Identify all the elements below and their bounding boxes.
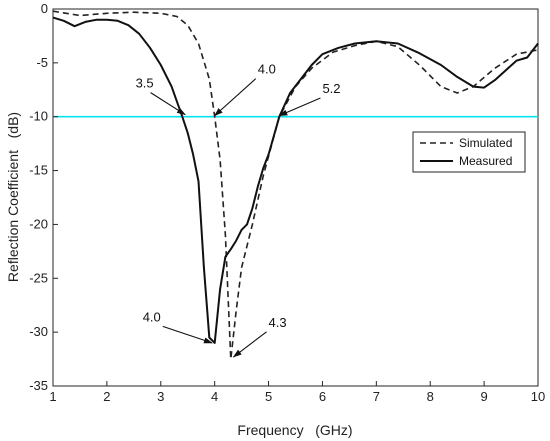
- y-axis: 0 -5 -10 -15 -20 -25 -30 -35: [29, 1, 58, 393]
- x-tick-label: 5: [265, 389, 272, 404]
- x-tick-label: 3: [157, 389, 164, 404]
- annotation-arrow: [213, 78, 257, 117]
- annotation-arrow: [278, 97, 321, 117]
- y-tick-label: -30: [29, 324, 48, 339]
- x-tick-label: 8: [427, 389, 434, 404]
- annotation-arrow: [232, 331, 267, 358]
- series-line-measured: [52, 16, 539, 344]
- x-axis: 1 2 3 4 5 6 7 8 9 10: [49, 381, 545, 404]
- x-axis-title: Frequency (GHz): [237, 422, 352, 438]
- x-tick-label: 9: [480, 389, 487, 404]
- y-tick-label: 0: [41, 1, 48, 16]
- plot-area: [52, 8, 539, 387]
- y-tick-label: -20: [29, 216, 48, 231]
- y-axis-title: Reflection Coefficient (dB): [5, 112, 21, 282]
- x-tick-label: 6: [319, 389, 326, 404]
- legend-box: [412, 131, 526, 173]
- annotation-arrow: [150, 92, 186, 116]
- annotation-arrow: [162, 325, 213, 344]
- y-tick-label: -15: [29, 163, 48, 178]
- series-line-simulated: [52, 10, 539, 360]
- x-tick-label: 4: [211, 389, 218, 404]
- annotations: 3.5 4.0 5.2 4.0 4.3: [136, 62, 341, 358]
- y-tick-label: -25: [29, 270, 48, 285]
- annotation-label: 4.3: [269, 315, 287, 330]
- x-tick-label: 1: [49, 389, 56, 404]
- legend-simulated-label: Simulated: [459, 136, 512, 150]
- annotation-label: 3.5: [136, 76, 154, 91]
- series-group: [52, 10, 539, 360]
- y-tick-label: -5: [36, 55, 48, 70]
- y-tick-label: -35: [29, 378, 48, 393]
- y-tick-label: -10: [29, 109, 48, 124]
- x-tick-label: 7: [373, 389, 380, 404]
- legend-measured-label: Measured: [459, 154, 512, 168]
- x-tick-label: 10: [531, 389, 545, 404]
- annotation-label: 4.0: [143, 309, 161, 324]
- annotation-label: 5.2: [322, 81, 340, 96]
- annotation-label: 4.0: [258, 62, 276, 77]
- x-tick-label: 2: [103, 389, 110, 404]
- legend: Simulated Measured: [412, 131, 526, 173]
